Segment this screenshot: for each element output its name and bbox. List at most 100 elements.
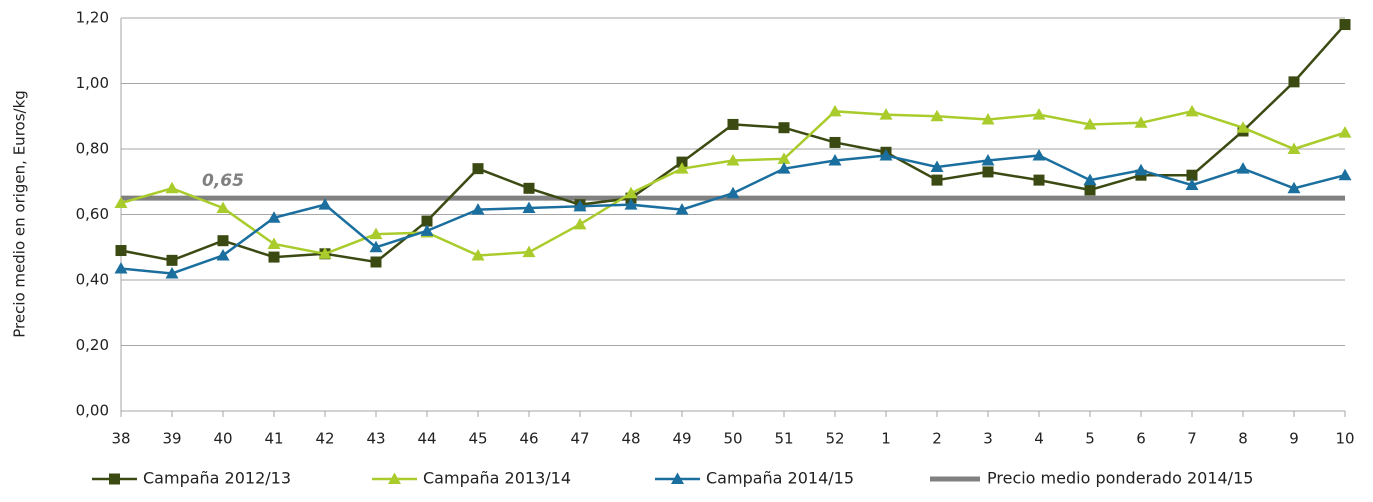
data-point — [1338, 168, 1352, 181]
x-tick-label: 9 — [1289, 430, 1299, 448]
data-point — [829, 136, 841, 148]
data-point — [573, 199, 587, 212]
y-tick-label: 1,20 — [76, 9, 109, 27]
data-point — [1236, 121, 1250, 133]
data-point — [114, 196, 128, 209]
data-point — [522, 245, 536, 258]
data-point — [471, 203, 485, 215]
data-point — [268, 251, 280, 263]
data-point — [115, 245, 127, 257]
data-point — [624, 186, 638, 199]
data-point — [828, 104, 842, 117]
x-tick-label: 51 — [774, 430, 793, 448]
x-tick-label: 1 — [881, 430, 891, 448]
y-axis-label: Precio medio en origen, Euros/kg — [11, 90, 29, 338]
data-point — [421, 215, 433, 227]
data-point — [472, 163, 484, 175]
legend-label: Campaña 2014/15 — [706, 469, 854, 488]
x-tick-label: 42 — [315, 430, 334, 448]
data-point — [1288, 76, 1300, 88]
legend-label: Precio medio ponderado 2014/15 — [987, 469, 1253, 488]
x-tick-label: 50 — [723, 430, 742, 448]
data-point — [1287, 181, 1301, 194]
y-tick-label: 0,40 — [76, 271, 109, 289]
x-tick-label: 46 — [519, 430, 538, 448]
data-point — [981, 113, 995, 125]
x-tick-label: 45 — [468, 430, 487, 448]
data-point — [369, 227, 383, 240]
data-point — [1083, 117, 1097, 130]
data-point — [1339, 19, 1351, 31]
data-point — [777, 162, 791, 174]
series-line — [120, 23, 1346, 264]
data-point — [1338, 126, 1352, 138]
data-point — [879, 108, 893, 120]
data-point — [523, 182, 535, 194]
data-point — [1134, 116, 1148, 128]
x-tick-label: 43 — [366, 430, 385, 448]
data-point — [216, 248, 230, 261]
data-point — [931, 174, 943, 186]
data-point — [165, 266, 179, 279]
data-point — [726, 153, 740, 166]
data-point — [216, 201, 230, 213]
x-tick-label: 3 — [983, 430, 993, 448]
data-point — [1033, 174, 1045, 186]
legend-label: Campaña 2013/14 — [423, 469, 571, 488]
x-tick-label: 49 — [672, 430, 691, 448]
data-point — [676, 156, 688, 168]
series-line — [120, 110, 1346, 257]
x-tick-label: 7 — [1187, 430, 1197, 448]
x-tick-label: 40 — [213, 430, 232, 448]
reference-label: 0,65 — [202, 171, 244, 191]
legend-marker — [671, 472, 684, 484]
x-tick-label: 48 — [621, 430, 640, 448]
data-point — [675, 162, 689, 174]
data-point — [166, 254, 178, 266]
data-point — [777, 152, 791, 164]
data-point — [1185, 178, 1199, 191]
data-point — [1083, 173, 1097, 186]
data-point — [420, 224, 434, 236]
data-point — [165, 181, 179, 194]
data-point — [114, 262, 128, 274]
data-point — [1185, 104, 1199, 117]
data-point — [727, 118, 739, 130]
x-tick-label: 5 — [1085, 430, 1095, 448]
y-tick-label: 0,80 — [76, 140, 109, 158]
data-point — [217, 235, 229, 247]
legend-label: Campaña 2012/13 — [143, 469, 291, 488]
data-point — [573, 217, 587, 230]
data-point — [1032, 149, 1046, 161]
y-tick-label: 0,60 — [76, 205, 109, 223]
data-point — [370, 256, 382, 268]
data-point — [675, 203, 689, 215]
data-point — [318, 247, 332, 259]
data-point — [267, 211, 281, 223]
x-tick-label: 2 — [932, 430, 942, 448]
x-tick-label: 6 — [1136, 430, 1146, 448]
x-tick-label: 10 — [1335, 430, 1354, 448]
data-point — [1287, 142, 1301, 154]
y-tick-label: 0,00 — [76, 402, 109, 420]
x-tick-label: 39 — [162, 430, 181, 448]
x-tick-label: 4 — [1034, 430, 1044, 448]
data-point — [726, 186, 740, 199]
data-point — [879, 149, 893, 161]
x-tick-label: 47 — [570, 430, 589, 448]
legend-marker — [388, 472, 401, 484]
data-point — [982, 166, 994, 178]
data-point — [369, 240, 383, 253]
data-point — [624, 198, 638, 210]
x-tick-label: 8 — [1238, 430, 1248, 448]
data-point — [471, 248, 485, 261]
data-point — [318, 198, 332, 210]
x-tick-label: 44 — [417, 430, 436, 448]
x-tick-label: 38 — [111, 430, 130, 448]
x-tick-label: 41 — [264, 430, 283, 448]
data-point — [828, 153, 842, 166]
data-point — [267, 237, 281, 249]
data-point — [981, 153, 995, 166]
legend-marker — [109, 473, 120, 485]
